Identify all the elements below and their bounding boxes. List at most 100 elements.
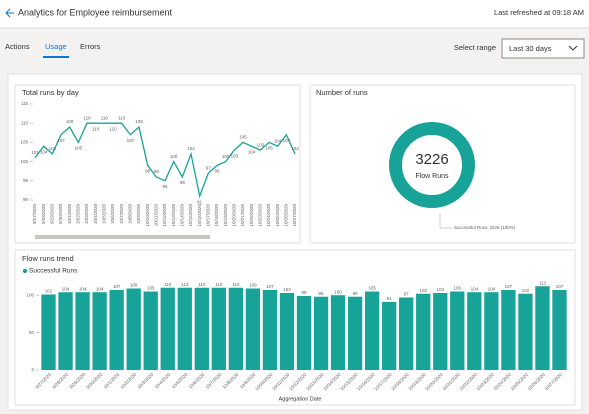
data-label: 98 — [353, 291, 359, 296]
x-tick-label: 10/3/2020 — [84, 204, 89, 225]
dropdown-chevron — [568, 45, 578, 51]
data-label: 96 — [154, 169, 160, 174]
y-tick-label: 115 — [21, 101, 29, 106]
x-tick-label: 9/28/2020 — [41, 204, 46, 225]
data-label: 107 — [556, 284, 564, 289]
data-label: 110 — [215, 282, 223, 287]
bar — [450, 291, 465, 370]
data-label: 105 — [454, 286, 462, 291]
data-label: 110 — [198, 282, 206, 287]
tab-active[interactable]: Usage — [45, 42, 67, 51]
data-label: 110 — [83, 115, 91, 120]
legend-name: Successful Runs — [454, 225, 488, 230]
data-label: 103 — [437, 287, 445, 292]
card — [14, 249, 576, 406]
center-label: Flow Runs — [415, 173, 449, 180]
data-label: 103 — [231, 153, 239, 158]
data-label: 104 — [40, 149, 48, 154]
y-tick-label: 105 — [20, 140, 28, 145]
data-label: 109 — [249, 283, 257, 288]
y-tick-label: 90 — [23, 197, 29, 202]
data-label: 104 — [274, 138, 282, 143]
bar — [518, 293, 533, 370]
x-tick-label: 10/25/2020 — [275, 204, 280, 227]
data-label: 107 — [57, 138, 65, 143]
x-tick-label: 10/12/2020 — [162, 204, 167, 227]
chart-title: Number of runs — [316, 88, 368, 97]
data-label: 99 — [145, 169, 151, 174]
range-dropdown[interactable] — [501, 38, 585, 59]
bar — [535, 286, 550, 370]
data-label: 103 — [257, 142, 265, 147]
x-tick-label: 9/27/2020 — [32, 204, 37, 225]
x-tick-label: 10/19/2020 — [223, 204, 228, 227]
bar — [177, 287, 192, 370]
data-label: 109 — [66, 119, 74, 124]
bar — [58, 292, 73, 370]
range-value: Last 30 days — [509, 44, 552, 53]
bar — [160, 287, 175, 370]
header-bar — [0, 0, 589, 28]
bar — [382, 301, 397, 370]
x-tick-label: 10/15/2020 — [188, 204, 193, 227]
card — [309, 84, 576, 244]
data-label: 107 — [127, 138, 135, 143]
x-tick-label: 10/14/2020 — [180, 204, 185, 227]
data-label: 99 — [214, 169, 220, 174]
data-label: 110 — [109, 126, 117, 131]
page-title: Analytics for Employee reimbursement — [18, 7, 173, 17]
bar — [416, 293, 431, 370]
data-label: 91 — [197, 199, 203, 204]
bar — [41, 294, 56, 370]
data-label: 104 — [488, 286, 496, 291]
x-tick-label: 10/5/2020 — [102, 204, 107, 225]
x-tick-label: 10/17/2020 — [206, 204, 211, 227]
x-tick-label: 10/1/2020 — [67, 204, 72, 225]
data-label: 101 — [31, 150, 39, 155]
y-tick-label: 95 — [23, 178, 29, 183]
legend-entry: Successful Runs — [29, 268, 78, 275]
card — [14, 84, 301, 244]
data-label: 104 — [79, 286, 87, 291]
data-label: 99 — [301, 290, 307, 295]
data-label: 102 — [187, 146, 195, 151]
x-tick-label: 10/2/2020 — [76, 204, 81, 225]
data-label: 107 — [283, 138, 291, 143]
data-label: 95 — [162, 184, 168, 189]
tab[interactable]: Errors — [80, 42, 101, 51]
bar — [484, 292, 499, 370]
data-label: 110 — [232, 282, 240, 287]
x-tick-label: 9/29/2020 — [50, 204, 55, 225]
back-button[interactable] — [5, 8, 14, 18]
bar — [126, 288, 141, 370]
bar — [194, 287, 209, 370]
x-tick-label: 10/8/2020 — [128, 204, 133, 225]
data-label: 107 — [505, 284, 513, 289]
data-label: 98 — [319, 291, 325, 296]
data-label: 107 — [113, 284, 121, 289]
tab[interactable]: Actions — [5, 42, 30, 51]
data-label: 110 — [118, 115, 126, 120]
data-label: 110 — [92, 126, 100, 131]
data-label: 96 — [180, 180, 186, 185]
bar — [433, 292, 448, 370]
donut-slice — [389, 122, 475, 208]
x-axis-title: Aggregation Date — [279, 396, 322, 402]
scrollbar[interactable] — [35, 235, 210, 239]
y-tick-label: 0 — [31, 367, 34, 372]
legend-swatch — [22, 268, 28, 274]
legend-value: 3226 (100%) — [490, 225, 516, 230]
y-tick-label: 100 — [26, 292, 34, 297]
bar — [347, 296, 363, 370]
data-label: 102 — [49, 146, 57, 151]
chart-title: Total runs by day — [22, 88, 79, 97]
x-tick-label: 10/9/2020 — [136, 204, 141, 225]
data-label: 104 — [96, 286, 104, 291]
data-label: 100 — [170, 154, 178, 159]
bar — [228, 287, 244, 370]
data-label: 100 — [222, 154, 230, 159]
bar — [262, 289, 278, 370]
legend-entry: Successful Runs 3226 (100%) — [454, 225, 516, 230]
data-label: 102 — [419, 288, 427, 293]
